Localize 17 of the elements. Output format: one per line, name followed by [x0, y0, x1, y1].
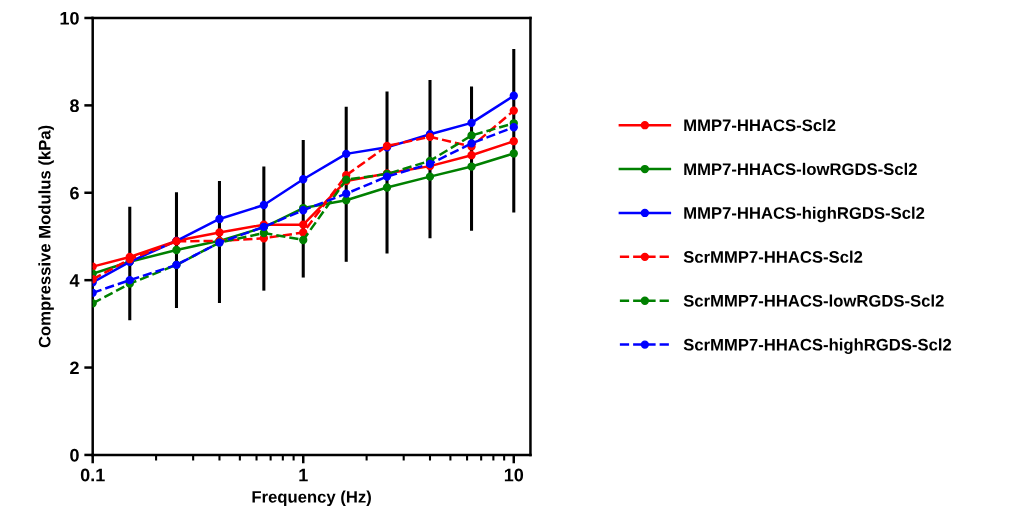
legend-label: MMP7-HHACS-Scl2 [684, 118, 836, 132]
legend-label: MMP7-HHACS-lowRGDS-Scl2 [684, 162, 917, 176]
legend-label: ScrMMP7-HHACS-highRGDS-Scl2 [683, 338, 952, 354]
legend-label: ScrMMP7-HHACS-Scl2 [683, 250, 863, 263]
y-tick-label: 4 [69, 274, 80, 287]
x-tick-label: 0.1 [80, 468, 105, 482]
x-axis-title: Frequency (Hz) [252, 490, 371, 507]
x-tick-label: 10 [504, 468, 524, 482]
y-tick-label: 6 [70, 186, 79, 200]
legend-label: ScrMMP7-HHACS-lowRGDS-Scl2 [683, 294, 944, 307]
y-axis-title: Compressive Modulus (kPa) [38, 125, 54, 348]
y-tick-label: 2 [70, 361, 79, 375]
legend-label: MMP7-HHACS-highRGDS-Scl2 [684, 206, 925, 223]
y-tick-label: 0 [70, 448, 79, 462]
y-tick-label: 8 [70, 99, 79, 113]
x-tick-label: 1 [299, 468, 308, 482]
y-tick-label: 10 [60, 11, 79, 25]
